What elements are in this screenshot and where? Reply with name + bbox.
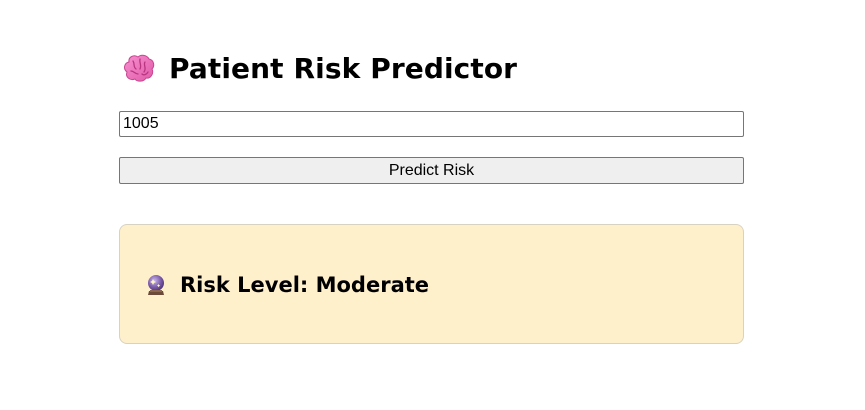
risk-level-text: Risk Level: Moderate bbox=[180, 273, 430, 297]
crystal-ball-icon bbox=[146, 274, 166, 296]
brain-icon bbox=[123, 53, 155, 83]
patient-id-input[interactable] bbox=[119, 111, 744, 137]
page-title: Patient Risk Predictor bbox=[169, 51, 518, 85]
predict-risk-button[interactable]: Predict Risk bbox=[119, 157, 744, 184]
result-row: Risk Level: Moderate bbox=[146, 272, 429, 298]
page-header: Patient Risk Predictor bbox=[123, 50, 517, 86]
result-card: Risk Level: Moderate bbox=[119, 224, 744, 344]
